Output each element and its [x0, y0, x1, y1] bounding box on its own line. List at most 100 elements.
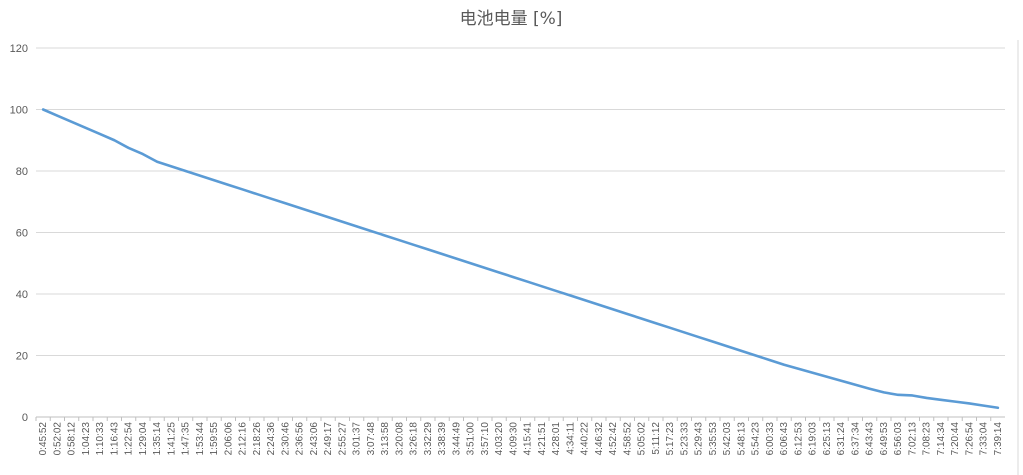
- x-tick-label: 6:49:53: [879, 422, 890, 456]
- data-point: [484, 267, 486, 269]
- x-tick-label: 4:46:32: [594, 422, 605, 456]
- data-point: [754, 354, 757, 357]
- data-point: [99, 133, 101, 135]
- data-point: [156, 160, 158, 163]
- x-tick-label: 2:24:36: [266, 422, 277, 456]
- data-point: [42, 108, 44, 111]
- x-tick-label: 3:51:00: [466, 422, 477, 456]
- y-tick-label: 0: [22, 412, 28, 424]
- x-tick-label: 1:35:14: [152, 422, 163, 456]
- data-point: [612, 308, 614, 311]
- x-tick-label: 1:22:54: [124, 422, 135, 456]
- data-point: [170, 165, 173, 168]
- x-tick-label: 4:03:20: [494, 422, 505, 456]
- data-point: [669, 327, 671, 329]
- y-tick-label: 100: [10, 105, 28, 117]
- y-axis: 0 20 40 60 80 100 120: [10, 43, 28, 424]
- x-tick-label: 7:08:23: [922, 422, 933, 456]
- data-point: [526, 280, 529, 283]
- y-tick-label: 20: [16, 351, 28, 363]
- data-point: [769, 359, 771, 361]
- x-tick-label: 7:02:13: [907, 422, 918, 456]
- data-point: [469, 262, 472, 265]
- x-tick-label: 1:04:23: [81, 422, 92, 456]
- x-tick-label: 3:01:37: [352, 422, 363, 456]
- y-tick-label: 40: [16, 289, 28, 301]
- data-point: [868, 387, 871, 390]
- data-point: [712, 340, 714, 343]
- data-point: [840, 379, 842, 382]
- x-tick-label: 4:09:30: [508, 422, 519, 456]
- data-point: [583, 299, 586, 301]
- x-tick-label: 4:34:11: [565, 422, 576, 455]
- data-point: [384, 234, 386, 237]
- x-tick-label: 1:53:44: [195, 422, 206, 456]
- data-point: [598, 303, 600, 306]
- x-tick-label: 4:21:51: [537, 422, 548, 456]
- data-point: [997, 406, 999, 409]
- x-tick-label: 5:11:12: [651, 422, 662, 455]
- x-tick-label: 3:26:18: [409, 422, 420, 456]
- x-tick-label: 7:14:34: [936, 422, 947, 456]
- data-point: [697, 336, 700, 338]
- data-point: [982, 404, 985, 407]
- data-point: [854, 383, 857, 386]
- data-point: [640, 317, 643, 320]
- x-tick-label: 5:48:13: [736, 422, 747, 456]
- x-tick-label: 7:20:44: [950, 422, 961, 456]
- data-point: [954, 400, 956, 403]
- x-tick-label: 6:31:24: [836, 422, 847, 456]
- x-tick-label: 1:10:33: [95, 422, 106, 456]
- data-point: [284, 202, 287, 205]
- series-layer: [41, 108, 1000, 410]
- x-tick-label: 6:37:34: [850, 422, 861, 456]
- x-tick-label: 6:25:13: [822, 422, 833, 456]
- x-tick-label: 3:38:39: [437, 422, 448, 456]
- x-tick-label: 6:12:53: [793, 422, 804, 456]
- data-point: [883, 391, 885, 394]
- data-point: [940, 398, 942, 401]
- data-point: [313, 211, 315, 214]
- data-point: [783, 363, 785, 366]
- data-point: [341, 220, 344, 223]
- chart-title: 电池电量 [%]: [460, 9, 563, 29]
- x-tick-label: 5:29:43: [694, 422, 705, 456]
- x-tick-label: 0:45:52: [38, 422, 49, 456]
- data-point: [85, 127, 87, 129]
- data-point: [498, 271, 500, 274]
- x-tick-label: 4:15:41: [523, 422, 534, 456]
- data-point: [213, 179, 215, 182]
- x-tick-label: 6:06:43: [779, 422, 790, 456]
- data-point: [241, 188, 244, 191]
- data-point: [227, 184, 230, 186]
- x-tick-label: 1:16:43: [109, 422, 120, 456]
- x-tick-label: 3:44:49: [451, 422, 462, 456]
- data-point: [925, 397, 928, 399]
- data-point: [441, 253, 443, 255]
- data-point: [826, 375, 828, 378]
- data-point: [512, 276, 515, 278]
- data-point: [127, 147, 130, 149]
- data-point: [541, 285, 543, 288]
- data-point: [683, 331, 686, 334]
- x-tick-label: 6:00:33: [765, 422, 776, 456]
- data-point: [626, 313, 629, 315]
- x-tick-label: 3:13:58: [380, 422, 391, 456]
- data-point: [968, 402, 971, 405]
- x-tick-label: 1:47:35: [181, 422, 192, 456]
- x-tick-label: 2:49:17: [323, 422, 334, 456]
- x-tick-label: 2:30:46: [280, 422, 291, 456]
- x-tick-label: 3:20:08: [394, 422, 405, 456]
- x-tick-label: 5:23:33: [679, 422, 690, 456]
- x-tick-label: 3:32:29: [423, 422, 434, 456]
- data-point: [256, 193, 258, 195]
- data-point: [184, 170, 187, 172]
- data-point: [199, 174, 201, 177]
- data-point: [355, 225, 358, 228]
- x-axis: 0:45:52 0:52:02 0:58:12 1:04:23 1:10:33 1:16:…: [35, 417, 1004, 456]
- x-tick-label: 4:58:52: [622, 422, 633, 456]
- x-tick-label: 5:05:02: [637, 422, 648, 456]
- data-point: [427, 248, 429, 251]
- x-tick-label: 0:52:02: [52, 422, 63, 456]
